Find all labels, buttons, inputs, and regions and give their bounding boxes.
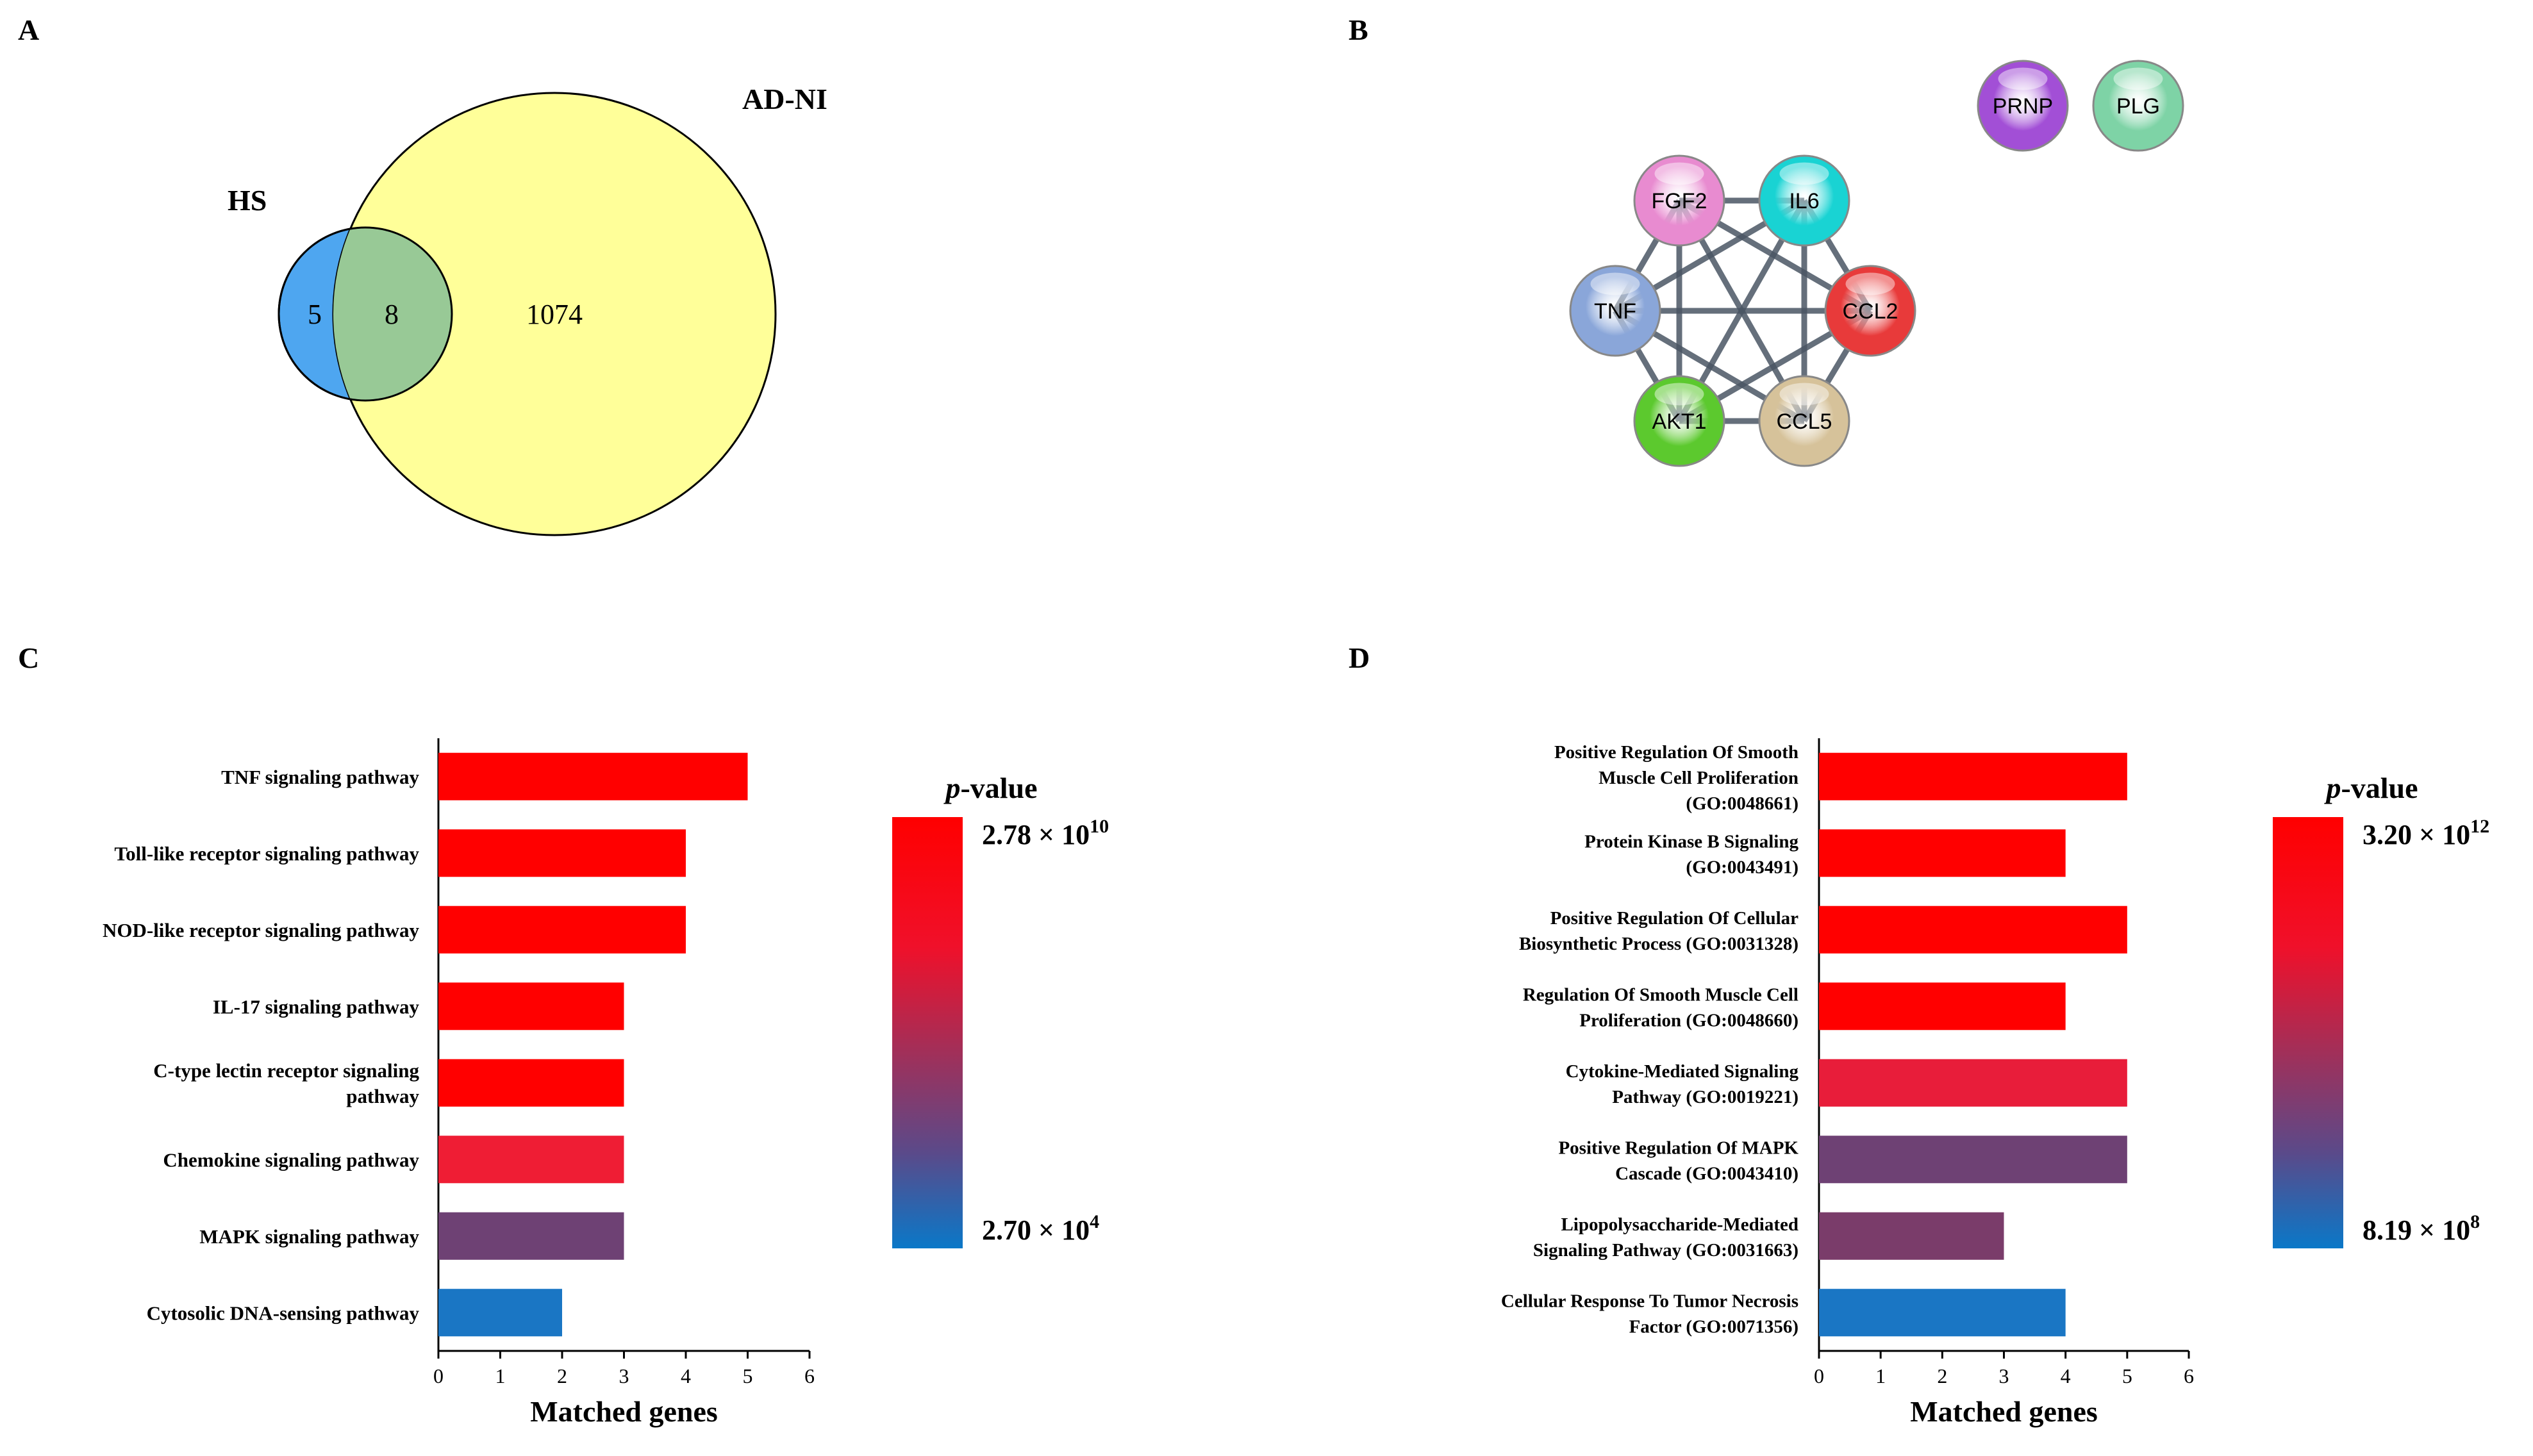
network-node-il6[interactable]: IL6 [1758, 154, 1850, 247]
venn-right-set-label: AD-NI [742, 83, 827, 115]
category-label: Biosynthetic Process (GO:0031328) [1519, 934, 1798, 954]
category-label: Chemokine signaling pathway [163, 1148, 419, 1171]
category-label: Positive Regulation Of MAPK [1558, 1138, 1798, 1158]
x-tick-label: 5 [2122, 1364, 2132, 1387]
category-label: Cytosolic DNA-sensing pathway [147, 1302, 420, 1324]
x-tick-label: 3 [1999, 1364, 2009, 1387]
network-node-akt1[interactable]: AKT1 [1633, 375, 1725, 467]
bar-3[interactable] [1819, 906, 2127, 954]
x-tick-label: 0 [433, 1364, 444, 1387]
x-tick-label: 4 [681, 1364, 691, 1387]
bar-2[interactable] [438, 829, 686, 877]
category-label: Cellular Response To Tumor Necrosis [1501, 1291, 1798, 1311]
category-label: Factor (GO:0071356) [1629, 1316, 1798, 1337]
x-tick-label: 6 [2184, 1364, 2194, 1387]
network-node-label: FGF2 [1652, 189, 1707, 213]
category-label: IL-17 signaling pathway [213, 995, 420, 1018]
category-label: Positive Regulation Of Cellular [1550, 908, 1799, 929]
venn-overlap-count: 8 [385, 299, 399, 330]
bar-8[interactable] [1819, 1289, 2066, 1337]
x-axis-title: Matched genes [1910, 1395, 2098, 1428]
network-node-ccl2[interactable]: CCL2 [1824, 265, 1916, 357]
legend-max-label: 2.78 × 1010 [982, 816, 1109, 850]
category-label: (GO:0043491) [1686, 857, 1798, 877]
venn-left-only-count: 5 [308, 299, 322, 330]
panel-label-d: D [1349, 641, 1370, 674]
venn-left-set-label: HS [228, 184, 267, 217]
network-node-label: PRNP [1993, 94, 2053, 119]
category-label: Signaling Pathway (GO:0031663) [1533, 1240, 1798, 1261]
panel-label-c: C [18, 641, 39, 674]
bar-8[interactable] [438, 1289, 562, 1337]
chart-d-go: 0 1 2 3 4 5 6 Matched genes Positive Regulation … [1501, 738, 2489, 1428]
legend-min-label: 2.70 × 104 [982, 1211, 1099, 1246]
category-label: Cascade (GO:0043410) [1615, 1163, 1798, 1184]
pvalue-colorbar [2273, 817, 2343, 1248]
network-node-plg[interactable]: PLG [2092, 60, 2184, 152]
category-label: Lipopolysaccharide-Mediated [1561, 1214, 1798, 1235]
network-node-label: CCL5 [1777, 410, 1832, 434]
ppi-network: FGF2 IL6 CCL2 CCL5 AKT1 TNF PRNP PLG [1569, 60, 2184, 467]
category-label: Proliferation (GO:0048660) [1579, 1010, 1798, 1030]
x-tick-label: 1 [1875, 1364, 1886, 1387]
bar-6[interactable] [1819, 1136, 2127, 1184]
network-node-prnp[interactable]: PRNP [1977, 60, 2069, 152]
network-node-label: TNF [1594, 299, 1636, 324]
category-label: Cytokine-Mediated Signaling [1566, 1061, 1799, 1082]
x-tick-label: 5 [743, 1364, 753, 1387]
bar-5[interactable] [438, 1059, 624, 1107]
bar-3[interactable] [438, 906, 686, 954]
x-tick-label: 3 [619, 1364, 629, 1387]
chart-c-kegg: 0 1 2 3 4 5 6 Matched genes TNF signaling pathwa… [103, 738, 1109, 1428]
category-label: Regulation Of Smooth Muscle Cell [1523, 984, 1798, 1005]
network-node-ccl5[interactable]: CCL5 [1758, 375, 1850, 467]
panel-label-b: B [1349, 13, 1368, 46]
category-label: Protein Kinase B Signaling [1584, 831, 1798, 852]
bar-1[interactable] [1819, 752, 2127, 800]
bar-6[interactable] [438, 1136, 624, 1184]
category-label: C-type lectin receptor signaling [153, 1059, 419, 1082]
venn-diagram: HS AD-NI 5 8 1074 [228, 83, 827, 536]
network-node-tnf[interactable]: TNF [1569, 265, 1661, 357]
category-label: NOD-like receptor signaling pathway [103, 919, 420, 941]
network-node-label: CCL2 [1843, 299, 1898, 324]
network-node-label: PLG [2116, 94, 2160, 119]
category-label: TNF signaling pathway [221, 766, 419, 788]
x-axis-title: Matched genes [530, 1395, 718, 1428]
bar-7[interactable] [1819, 1212, 2004, 1260]
category-label: Toll-like receptor signaling pathway [114, 842, 419, 864]
legend-title: p-value [2323, 772, 2418, 804]
network-node-label: IL6 [1789, 189, 1819, 213]
legend-min-label: 8.19 × 108 [2363, 1211, 2480, 1246]
bar-4[interactable] [1819, 982, 2066, 1030]
category-label: Pathway (GO:0019221) [1612, 1087, 1798, 1107]
x-tick-label: 2 [557, 1364, 567, 1387]
legend-max-label: 3.20 × 1012 [2363, 816, 2489, 850]
x-tick-label: 2 [1937, 1364, 1947, 1387]
category-label: MAPK signaling pathway [199, 1225, 419, 1248]
pvalue-colorbar [892, 817, 963, 1248]
bar-5[interactable] [1819, 1059, 2127, 1107]
bar-2[interactable] [1819, 829, 2066, 877]
category-label: pathway [346, 1085, 419, 1107]
x-tick-label: 1 [495, 1364, 506, 1387]
legend-title: p-value [943, 772, 1037, 804]
venn-left-outline [278, 226, 453, 402]
x-tick-label: 4 [2061, 1364, 2071, 1387]
venn-right-only-count: 1074 [526, 299, 583, 330]
category-label: Muscle Cell Proliferation [1599, 768, 1798, 788]
bar-1[interactable] [438, 752, 748, 800]
x-tick-label: 0 [1814, 1364, 1824, 1387]
network-node-fgf2[interactable]: FGF2 [1633, 154, 1725, 247]
panel-label-a: A [18, 13, 39, 46]
category-label: (GO:0048661) [1686, 793, 1798, 814]
bar-7[interactable] [438, 1212, 624, 1260]
x-tick-label: 6 [804, 1364, 815, 1387]
category-label: Positive Regulation Of Smooth [1554, 742, 1798, 763]
network-node-label: AKT1 [1652, 410, 1706, 434]
bar-4[interactable] [438, 982, 624, 1030]
